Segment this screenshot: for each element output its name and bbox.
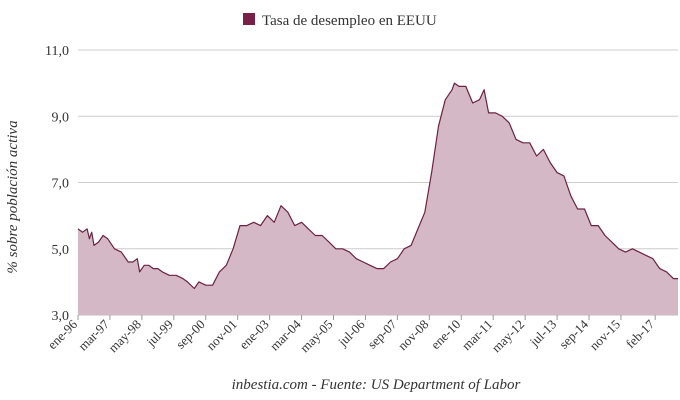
- y-axis-title: % sobre población activa: [5, 120, 21, 273]
- x-tick-label: sep-07: [364, 316, 399, 351]
- x-tick-label: jul-99: [143, 317, 176, 350]
- x-tick-label: feb-17: [623, 316, 658, 351]
- x-tick-label: sep-00: [173, 317, 208, 352]
- source-caption: inbestia.com - Fuente: US Department of …: [232, 377, 521, 393]
- x-tick-label: nov-01: [203, 317, 240, 354]
- y-tick-label: 5,0: [52, 243, 70, 258]
- x-tick-label: mar-97: [75, 316, 112, 353]
- x-tick-label: ene-10: [428, 317, 464, 353]
- x-tick-label: may-05: [297, 317, 336, 356]
- legend-swatch: [243, 13, 255, 25]
- x-tick-label: mar-11: [459, 317, 496, 354]
- legend[interactable]: Tasa de desempleo en EEUU: [243, 13, 437, 29]
- y-tick-layer: 3,0 5,0 7,0 9,0 11,0: [45, 44, 69, 324]
- y-tick-label: 11,0: [45, 44, 69, 59]
- series-line[interactable]: [77, 82, 678, 290]
- x-tick-label: may-98: [105, 317, 144, 356]
- legend-label: Tasa de desempleo en EEUU: [262, 13, 437, 29]
- series-layer: [77, 82, 678, 315]
- y-tick-label: 9,0: [52, 110, 70, 125]
- x-tick-label: mar-04: [267, 316, 304, 353]
- x-tick-label: jul-06: [334, 316, 368, 350]
- x-tick-label: nov-15: [586, 317, 623, 354]
- series-area: [78, 83, 678, 315]
- x-tick-label: nov-08: [395, 317, 432, 354]
- x-tick-label: ene-03: [236, 317, 272, 353]
- y-tick-label: 3,0: [52, 309, 70, 324]
- x-tick-label: sep-14: [556, 316, 591, 351]
- x-tick-label: jul-13: [526, 317, 559, 350]
- x-tick-label: may-12: [489, 317, 528, 356]
- y-tick-label: 7,0: [52, 177, 70, 192]
